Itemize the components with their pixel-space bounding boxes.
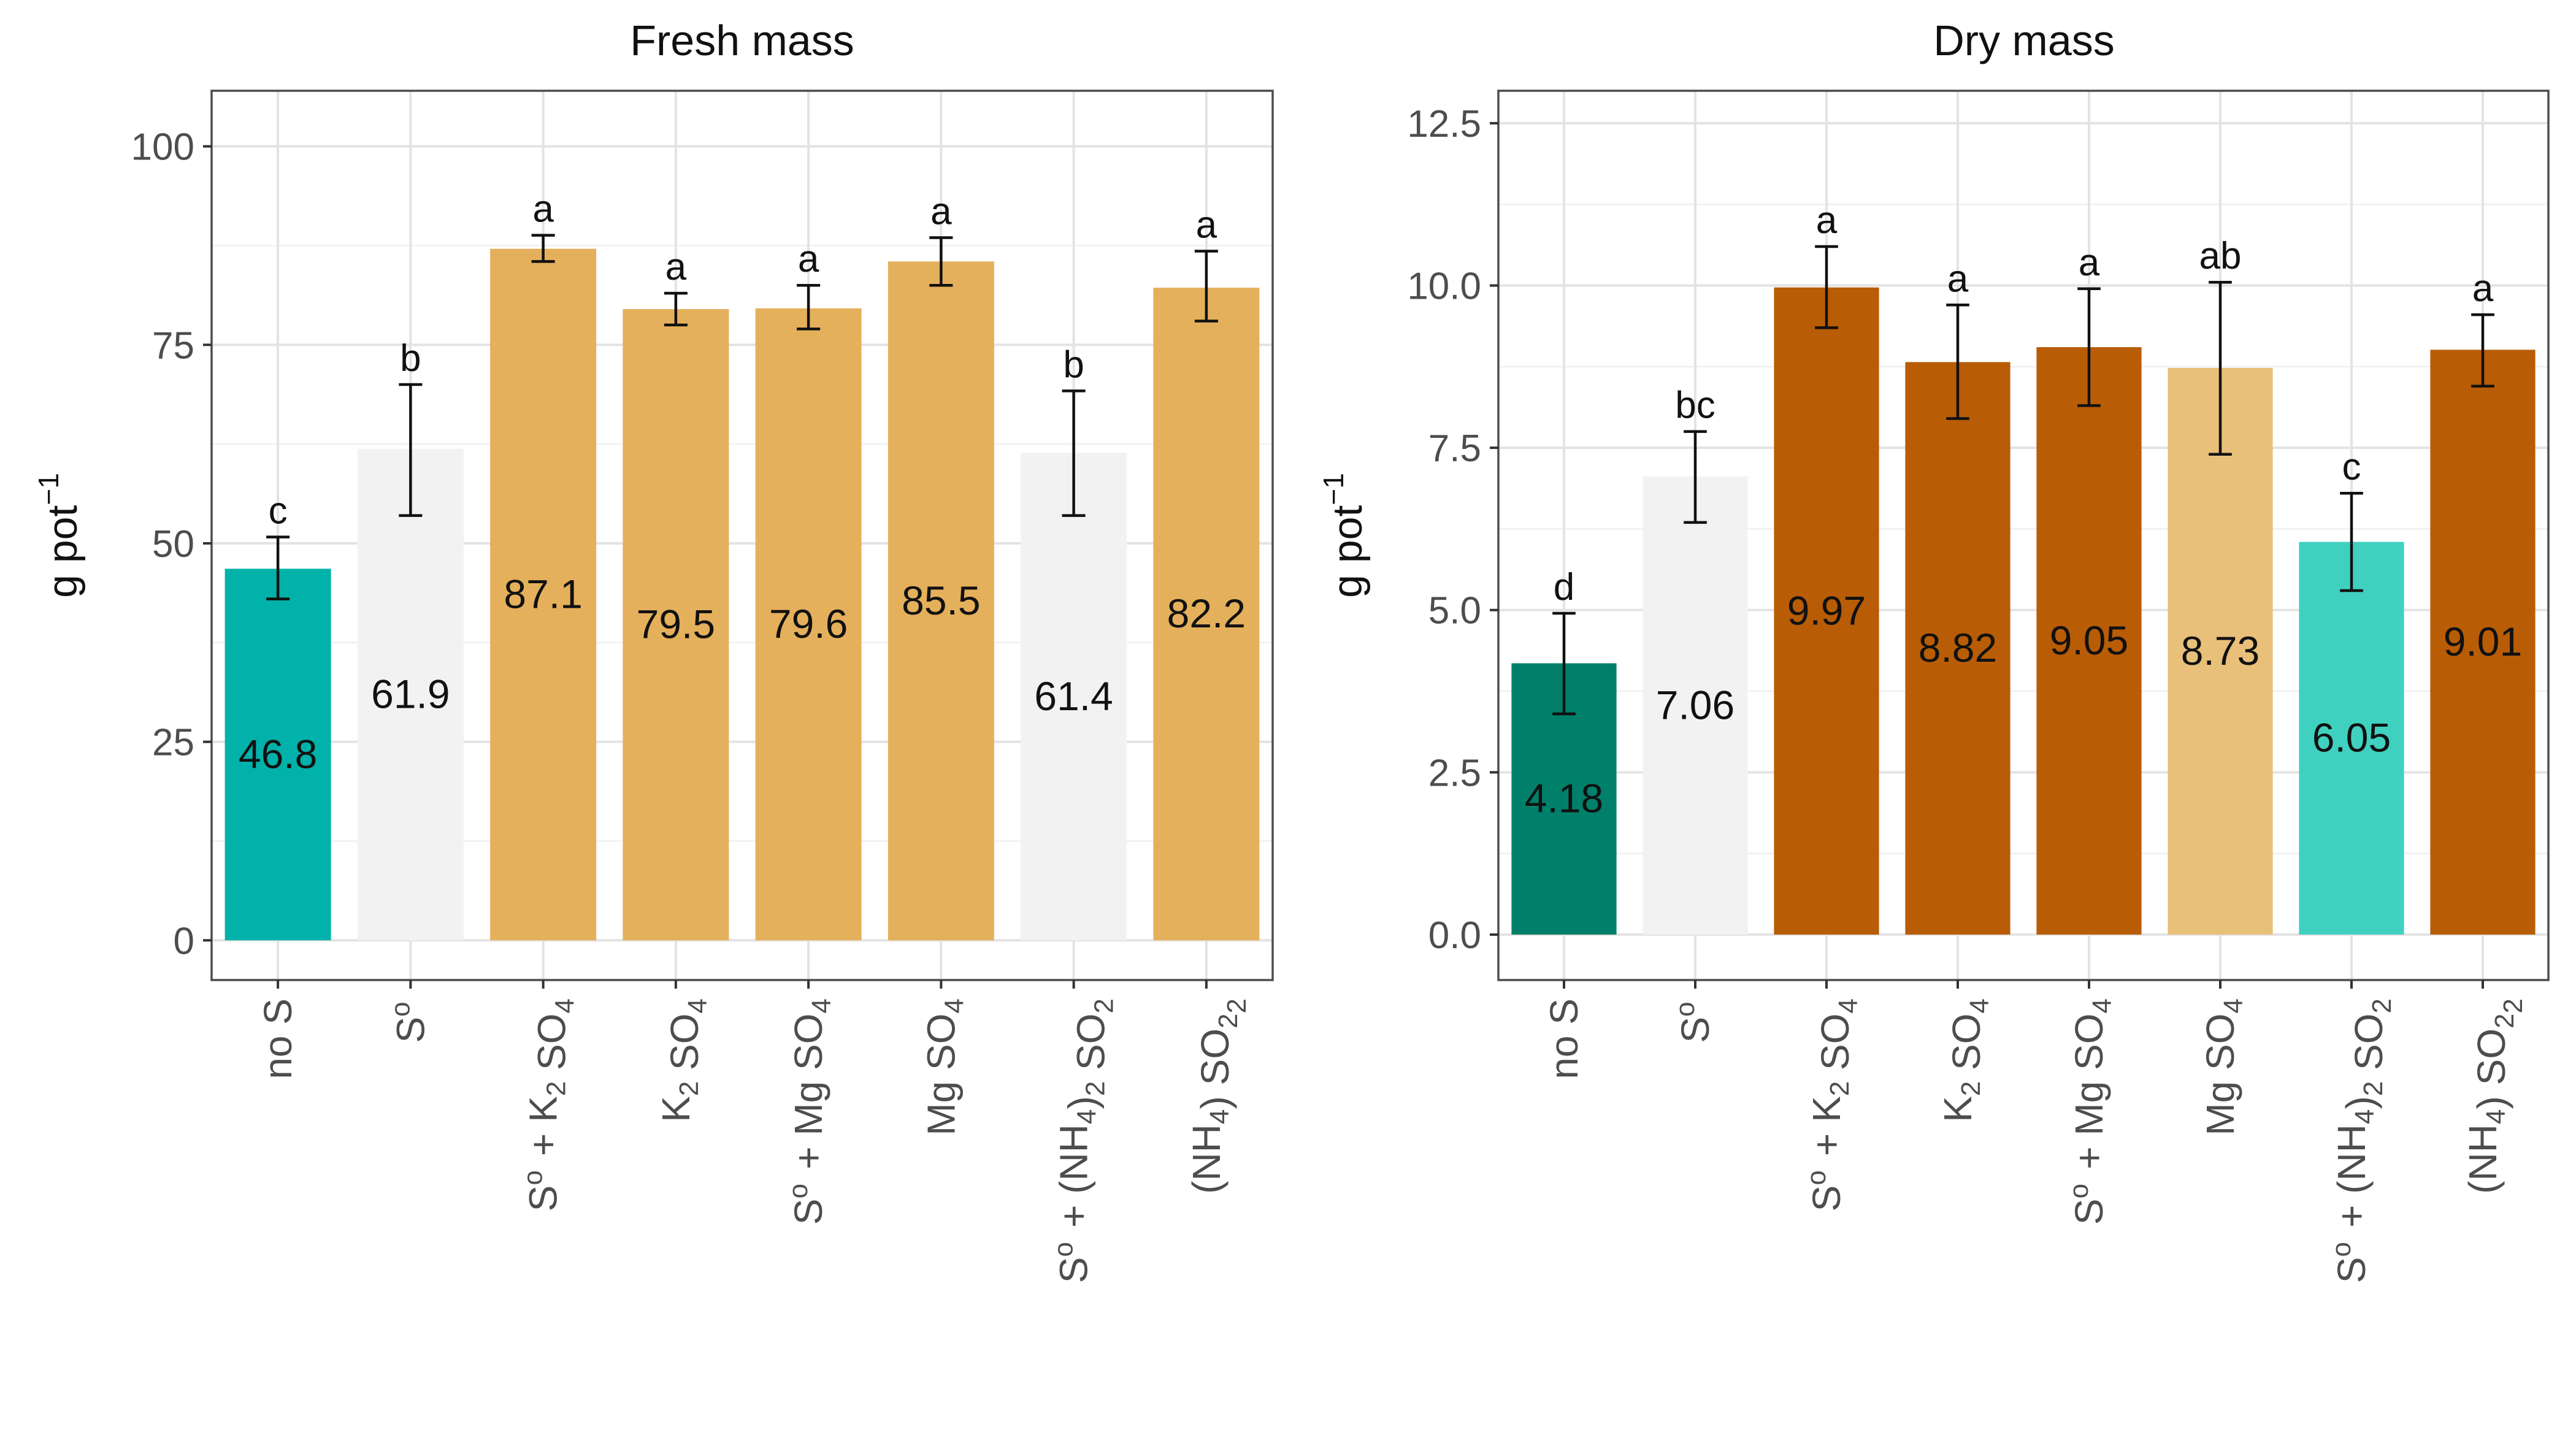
bar-6	[1021, 453, 1127, 941]
value-label-3: 79.5	[637, 602, 715, 647]
significance-label-5: ab	[2199, 235, 2242, 277]
panel-border	[1497, 90, 2550, 981]
bar-5	[2168, 367, 2273, 935]
x-tick-label-5: Mg SO4	[919, 998, 969, 1136]
x-tick-label-6: So + (NH4)2 SO2	[1049, 998, 1119, 1283]
x-tick-label-6: So + (NH4)2 SO2	[2326, 998, 2397, 1283]
bar-7	[1153, 288, 1260, 941]
x-tick-label-4: So + Mg SO4	[2064, 998, 2117, 1225]
significance-label-0: c	[269, 490, 288, 532]
x-tick-label-5: Mg SO4	[2198, 998, 2248, 1136]
bar-1	[357, 448, 464, 941]
x-tick-label-1: So	[1670, 998, 1717, 1043]
value-label-2: 9.97	[1787, 588, 1866, 633]
x-tick-label-1: So	[385, 998, 432, 1043]
x-tick-label-4: So + Mg SO4	[783, 998, 837, 1225]
significance-label-7: a	[2472, 267, 2494, 310]
bar-2	[490, 248, 597, 941]
bar-4	[2036, 347, 2142, 935]
y-tick-label: 25	[152, 722, 194, 764]
y-tick-label: 12.5	[1407, 103, 1481, 145]
y-tick-label: 10.0	[1407, 266, 1481, 308]
value-label-0: 4.18	[1525, 776, 1603, 821]
y-tick-label: 5.0	[1428, 590, 1481, 632]
bar-7	[2430, 350, 2536, 935]
x-tick-label-0: no S	[256, 998, 300, 1079]
chart-title: Fresh mass	[630, 17, 854, 64]
value-label-1: 7.06	[1656, 682, 1735, 727]
x-tick-label-7: (NH4) SO22	[1184, 998, 1252, 1194]
y-tick-label: 0.0	[1428, 914, 1481, 957]
bar-6	[2299, 542, 2404, 935]
significance-label-2: a	[1816, 199, 1838, 242]
bar-4	[755, 308, 862, 941]
chart-title: Dry mass	[1933, 17, 2115, 64]
value-label-0: 46.8	[239, 731, 317, 776]
y-tick-label: 0	[174, 920, 194, 962]
panel-0: 46.8 61.9 87.1 79.5 79.6 85.5 61.4 82.2 c b a a a a b a…	[33, 17, 1274, 1283]
significance-label-1: b	[400, 337, 421, 380]
x-tick-label-3: K2 SO4	[1936, 998, 1995, 1122]
bar-2	[1774, 287, 1879, 935]
significance-label-3: a	[1947, 258, 1969, 300]
bar-3	[623, 309, 729, 941]
significance-label-6: c	[2342, 446, 2361, 488]
significance-label-2: a	[532, 188, 554, 231]
y-tick-label: 7.5	[1428, 427, 1481, 470]
panel-border	[210, 90, 1274, 981]
x-tick-label-3: K2 SO4	[654, 998, 713, 1122]
y-tick-label: 50	[152, 523, 194, 565]
significance-label-4: a	[2079, 242, 2100, 284]
y-tick-label: 2.5	[1428, 752, 1481, 794]
significance-label-1: bc	[1675, 385, 1715, 427]
y-tick-label: 75	[152, 324, 194, 367]
significance-label-4: a	[798, 238, 819, 280]
x-tick-label-0: no S	[1542, 998, 1586, 1079]
value-label-5: 85.5	[902, 578, 980, 623]
significance-label-7: a	[1196, 204, 1217, 247]
x-tick-label-2: So + K2 SO4	[1801, 998, 1863, 1211]
significance-label-3: a	[665, 246, 687, 288]
x-tick-label-2: So + K2 SO4	[518, 998, 580, 1211]
value-label-7: 82.2	[1167, 591, 1246, 636]
value-label-2: 87.1	[504, 571, 582, 616]
bar-0	[224, 569, 331, 941]
y-axis-label: g pot−1	[1317, 473, 1371, 598]
x-tick-label-7: (NH4) SO22	[2461, 998, 2528, 1194]
value-label-6: 61.4	[1034, 673, 1113, 719]
value-label-5: 8.73	[2181, 628, 2260, 673]
bar-1	[1643, 476, 1748, 935]
value-label-1: 61.9	[371, 672, 450, 717]
value-label-4: 9.05	[2050, 618, 2128, 663]
y-tick-label: 100	[131, 126, 194, 169]
bar-5	[887, 261, 994, 941]
value-label-7: 9.01	[2444, 619, 2522, 664]
significance-label-5: a	[930, 191, 952, 233]
significance-label-0: d	[1554, 566, 1574, 608]
significance-label-6: b	[1063, 343, 1084, 386]
value-label-3: 8.82	[1919, 625, 1997, 670]
value-label-6: 6.05	[2312, 715, 2391, 760]
panel-1: 4.18 7.06 9.97 8.82 9.05 8.73 6.05 9.01 d bc a a a ab…	[1317, 17, 2550, 1283]
bar-3	[1905, 362, 2011, 935]
y-axis-label: g pot−1	[33, 473, 86, 598]
value-label-4: 79.6	[769, 601, 848, 646]
